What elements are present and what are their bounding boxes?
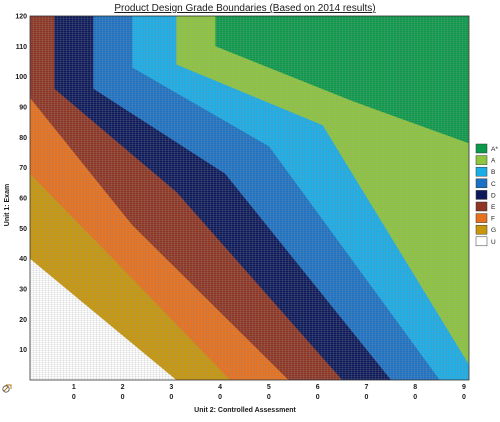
y-tick-label: 110 — [16, 44, 27, 51]
y-tick-label: 10 — [19, 347, 27, 354]
y-tick-label: 60 — [19, 196, 27, 203]
y-tick-label: 100 — [15, 74, 27, 81]
legend-label: A — [491, 158, 496, 165]
legend-swatch — [475, 155, 488, 165]
x-tick-sublabel: 0 — [267, 394, 271, 401]
legend-label: G — [491, 227, 496, 234]
legend-swatch — [475, 178, 488, 189]
x-tick-sublabel: 0 — [316, 394, 320, 401]
x-tick-label: 2 — [121, 384, 125, 391]
legend-label: D — [491, 192, 496, 199]
x-tick-sublabel: 0 — [462, 394, 466, 401]
x-tick-label: 7 — [364, 384, 368, 391]
x-tick-sublabel: 0 — [364, 394, 368, 401]
x-tick-label: 5 — [267, 384, 271, 391]
x-tick-label: 1 — [72, 384, 76, 391]
x-axis-label: Unit 2: Controlled Assessment — [194, 407, 296, 414]
legend-swatch — [475, 224, 488, 235]
x-tick-label: 6 — [316, 384, 320, 391]
chart-title: Product Design Grade Boundaries (Based o… — [114, 3, 375, 14]
x-tick-sublabel: 0 — [121, 394, 125, 401]
legend-label: C — [491, 181, 496, 188]
y-tick-label: 50 — [19, 226, 27, 233]
cursor-icon[interactable] — [2, 384, 12, 393]
legend-swatch — [475, 236, 488, 247]
legend-label: U — [491, 239, 496, 246]
x-tick-sublabel: 0 — [413, 394, 417, 401]
legend-swatch — [475, 201, 488, 212]
x-tick-label: 8 — [413, 384, 417, 391]
x-tick-label: 4 — [218, 384, 222, 391]
legend-swatch — [475, 190, 488, 200]
legend-label: B — [491, 169, 495, 176]
y-axis-ticks: 10 20 30 40 50 60 70 80 90 100 110 120 — [15, 14, 27, 355]
cell-grid — [30, 16, 469, 380]
x-axis-ticks: 1 0 2 0 3 0 4 0 5 0 6 0 7 0 8 0 9 0 — [72, 384, 466, 401]
x-tick-sublabel: 0 — [218, 394, 222, 401]
plot-border — [29, 15, 470, 381]
legend-label: A* — [491, 146, 498, 153]
y-tick-label: 120 — [15, 14, 27, 21]
x-tick-sublabel: 0 — [169, 394, 173, 401]
x-tick-sublabel: 0 — [72, 394, 76, 401]
legend-swatch — [475, 166, 488, 177]
legend-swatch — [475, 213, 488, 223]
legend-label: F — [491, 216, 495, 223]
y-tick-label: 30 — [19, 287, 27, 294]
y-tick-label: 20 — [19, 317, 27, 324]
y-tick-label: 80 — [19, 135, 27, 142]
legend-label: E — [491, 204, 496, 211]
y-tick-label: 40 — [19, 256, 27, 263]
y-axis-label: Unit 1: Exam — [4, 184, 11, 226]
legend-swatch — [475, 143, 488, 154]
y-tick-label: 70 — [19, 165, 27, 172]
x-tick-label: 9 — [462, 384, 466, 391]
x-tick-label: 3 — [169, 384, 173, 391]
y-tick-label: 90 — [19, 105, 27, 112]
